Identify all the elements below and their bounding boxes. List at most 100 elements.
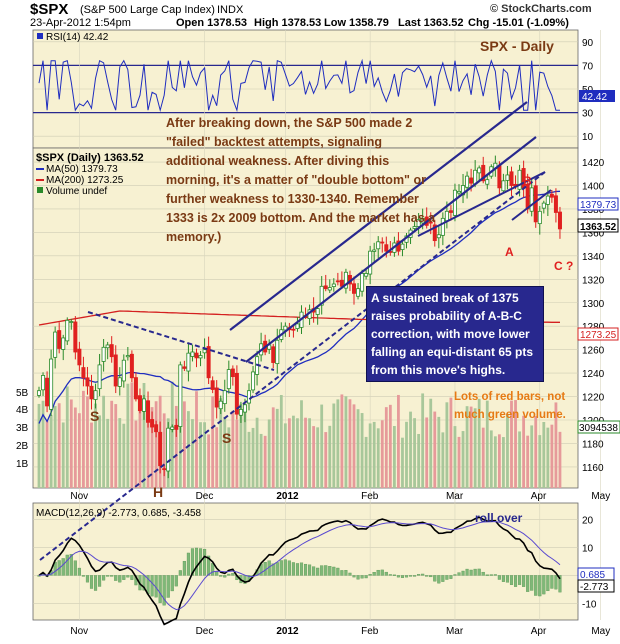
ma200-tag: 1273.25 bbox=[580, 330, 617, 341]
price-bar-body bbox=[360, 273, 365, 292]
price-bar-body bbox=[117, 377, 122, 387]
volume-bar bbox=[465, 406, 469, 488]
macd-histogram-bar bbox=[178, 570, 182, 576]
volume-bar bbox=[195, 391, 198, 488]
price-bar-body bbox=[109, 344, 114, 358]
volume-bar bbox=[292, 415, 295, 488]
macd-histogram-bar bbox=[303, 563, 308, 576]
annotation-main: After breaking down, the S&P 500 made 2 … bbox=[166, 116, 436, 244]
rsi-tick-label: 90 bbox=[582, 38, 594, 49]
label-s-left: S bbox=[90, 408, 99, 424]
price-bar-body bbox=[234, 372, 239, 415]
price-bar-body bbox=[380, 241, 385, 244]
volume-bar bbox=[368, 423, 372, 488]
volume-bar bbox=[219, 398, 223, 488]
month-label-upper: May bbox=[591, 491, 610, 502]
chart-title: SPX - Daily bbox=[480, 38, 554, 54]
month-label-upper: Apr bbox=[531, 491, 547, 502]
ma200-tag-bg bbox=[577, 327, 619, 341]
downtrend-dashed bbox=[87, 311, 275, 371]
volume-bar bbox=[550, 424, 554, 488]
price-bar-body bbox=[129, 353, 134, 379]
price-bar-body bbox=[485, 179, 490, 185]
price-bar-body bbox=[557, 211, 562, 230]
volume-bar bbox=[231, 410, 235, 488]
price-bar-body bbox=[549, 193, 554, 198]
price-bar-body bbox=[275, 339, 280, 365]
month-label-lower: Nov bbox=[70, 626, 88, 637]
volume-bar bbox=[336, 399, 340, 488]
volume-bar bbox=[275, 408, 279, 488]
price-bar-body bbox=[368, 250, 373, 275]
volume-bar bbox=[320, 404, 324, 488]
macd-histogram-bar bbox=[203, 548, 207, 576]
volume-bar bbox=[481, 427, 485, 488]
macd-histogram-bar bbox=[283, 559, 287, 576]
volume-bar bbox=[328, 425, 332, 488]
volume-bar bbox=[94, 403, 97, 488]
macd-histogram-bar bbox=[417, 574, 421, 576]
macd-histogram-bar bbox=[485, 574, 489, 576]
price-bar-body bbox=[319, 285, 324, 306]
macd-histogram-bar bbox=[384, 571, 388, 576]
price-bar-body bbox=[121, 359, 126, 382]
volume-bar bbox=[526, 435, 530, 488]
volume-bar bbox=[376, 428, 380, 488]
macd-histogram-bar bbox=[81, 575, 85, 577]
price-bar-body bbox=[198, 355, 203, 359]
price-bar-body bbox=[323, 285, 328, 290]
macd-histogram-bar bbox=[110, 575, 114, 577]
volume-bar bbox=[316, 427, 320, 488]
volume-tag-bg bbox=[577, 420, 620, 434]
volume-bar bbox=[441, 432, 445, 488]
volume-bar bbox=[344, 396, 348, 488]
header-exchange: INDX bbox=[217, 4, 244, 16]
volume-bar bbox=[259, 433, 263, 488]
macd-histogram-bar bbox=[291, 562, 295, 576]
price-bar-body bbox=[154, 424, 159, 433]
price-bar-body bbox=[428, 221, 433, 224]
volume-bar bbox=[134, 420, 138, 488]
macd-histogram-bar bbox=[122, 575, 126, 580]
macd-histogram-bar bbox=[223, 575, 227, 578]
volume-bar bbox=[53, 406, 57, 488]
volume-bar bbox=[142, 382, 146, 488]
price-bar-body bbox=[69, 321, 74, 323]
price-bar-body bbox=[238, 409, 243, 416]
price-tick-label: 1400 bbox=[582, 182, 605, 193]
price-bar-body bbox=[182, 366, 187, 369]
price-bar-body bbox=[150, 419, 155, 428]
label-a: A bbox=[505, 245, 514, 259]
macd-histogram-bar bbox=[489, 574, 493, 576]
volume-legend: Volume undef bbox=[46, 186, 107, 197]
macd-histogram-bar bbox=[118, 575, 122, 583]
macd-histogram-bar bbox=[287, 560, 291, 576]
macd-histogram-bar bbox=[231, 573, 235, 576]
macd-histogram-bar bbox=[65, 554, 69, 576]
macd-histogram-bar bbox=[429, 575, 433, 578]
label-b: B bbox=[523, 174, 532, 188]
volume-bar bbox=[263, 435, 267, 488]
volume-bar bbox=[73, 407, 77, 488]
macd-histogram-bar bbox=[332, 566, 336, 576]
price-bar-body bbox=[93, 390, 98, 400]
macd-histogram-bar bbox=[194, 547, 199, 576]
volume-bar bbox=[247, 431, 251, 488]
price-bar-body bbox=[469, 177, 474, 184]
volume-bar bbox=[251, 427, 255, 488]
price-bar-body bbox=[477, 167, 482, 174]
price-bar-body bbox=[242, 404, 247, 413]
month-label-upper: Nov bbox=[70, 491, 88, 502]
macd-histogram-bar bbox=[392, 574, 396, 576]
macd-histogram-bar bbox=[320, 565, 324, 576]
price-bar-body bbox=[432, 224, 437, 242]
price-bar-body bbox=[226, 369, 231, 390]
price-bar-body bbox=[372, 249, 377, 252]
volume-tag: 3094538 bbox=[579, 423, 618, 434]
macd-histogram-bar bbox=[449, 575, 453, 579]
volume-bar bbox=[211, 396, 215, 488]
volume-bar bbox=[469, 406, 473, 488]
volume-bar bbox=[41, 400, 45, 488]
macd-histogram-bar bbox=[308, 564, 312, 576]
volume-bar bbox=[182, 401, 186, 488]
